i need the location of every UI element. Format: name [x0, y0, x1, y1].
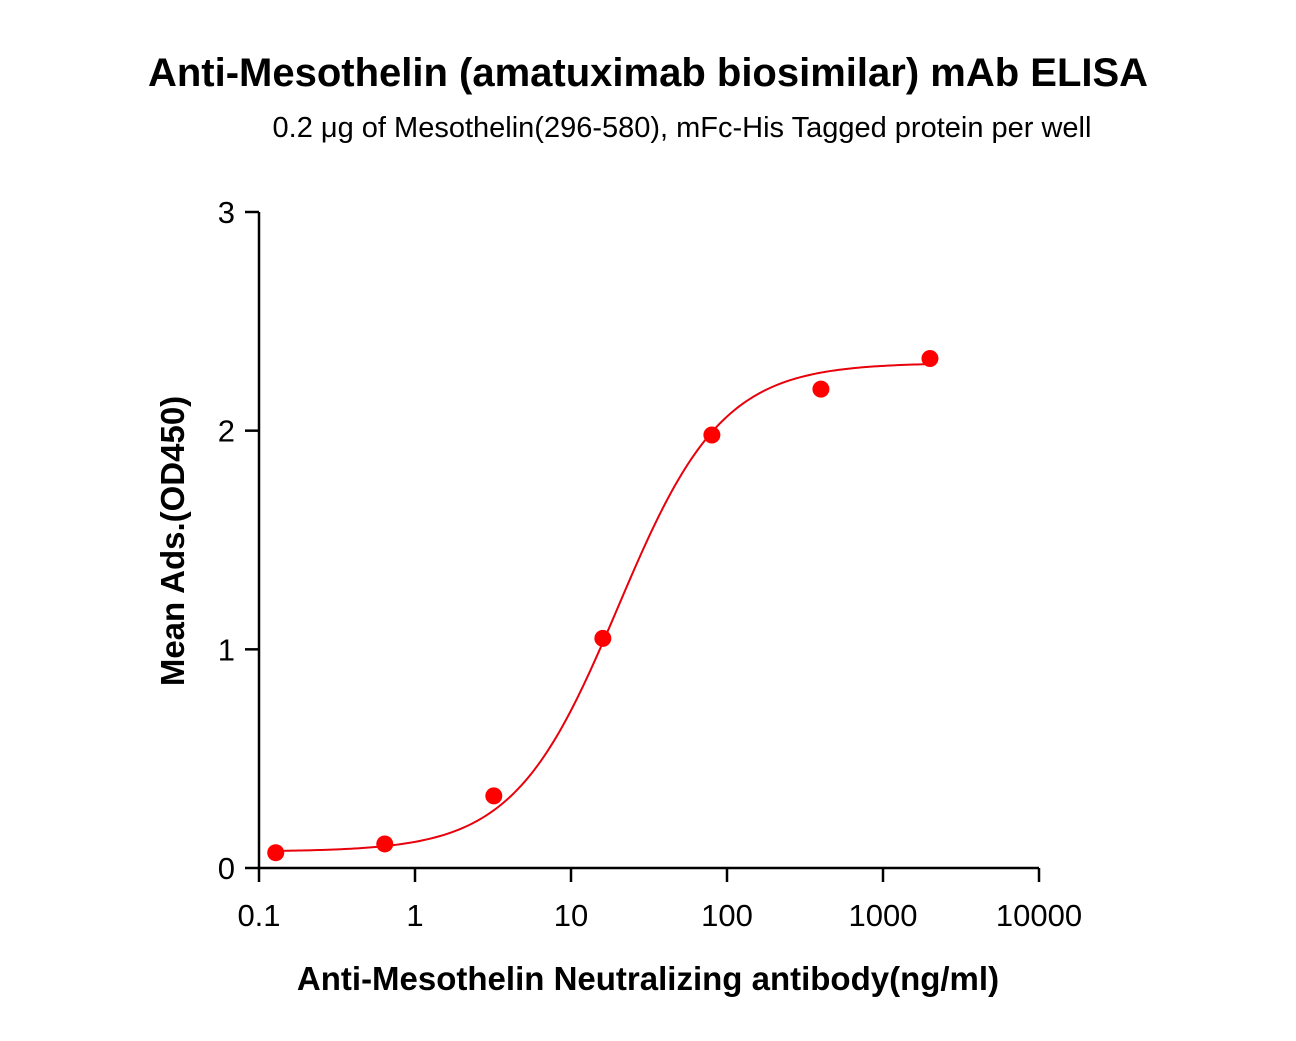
y-tick-label: 0: [218, 851, 235, 886]
chart-subtitle: 0.2 μg of Mesothelin(296-580), mFc-His T…: [273, 112, 1092, 144]
data-point: [267, 844, 285, 862]
data-point: [485, 787, 503, 805]
y-tick-label: 1: [218, 632, 235, 667]
y-axis-title: Mean Ads.(OD450): [154, 396, 191, 686]
x-tick-label: 1000: [849, 898, 918, 933]
y-tick-label: 2: [218, 414, 235, 449]
chart-title: Anti-Mesothelin (amatuximab biosimilar) …: [148, 51, 1148, 95]
x-tick-label: 10000: [996, 898, 1082, 933]
x-axis: 0.1 1 10 100 1000 10000: [237, 866, 1082, 933]
y-tick-label: 3: [218, 195, 235, 230]
x-axis-title: Anti-Mesothelin Neutralizing antibody(ng…: [297, 960, 999, 997]
data-point: [921, 350, 939, 368]
data-points: [267, 350, 939, 862]
data-point: [812, 380, 830, 398]
x-tick-label: 0.1: [237, 898, 280, 933]
y-axis: 0 1 2 3: [218, 195, 261, 886]
data-point: [376, 835, 394, 853]
fit-curve: [275, 363, 930, 852]
data-point: [703, 426, 721, 444]
data-point: [594, 629, 612, 647]
x-tick-label: 1: [406, 898, 423, 933]
x-tick-label: 100: [701, 898, 753, 933]
x-tick-label: 10: [554, 898, 588, 933]
